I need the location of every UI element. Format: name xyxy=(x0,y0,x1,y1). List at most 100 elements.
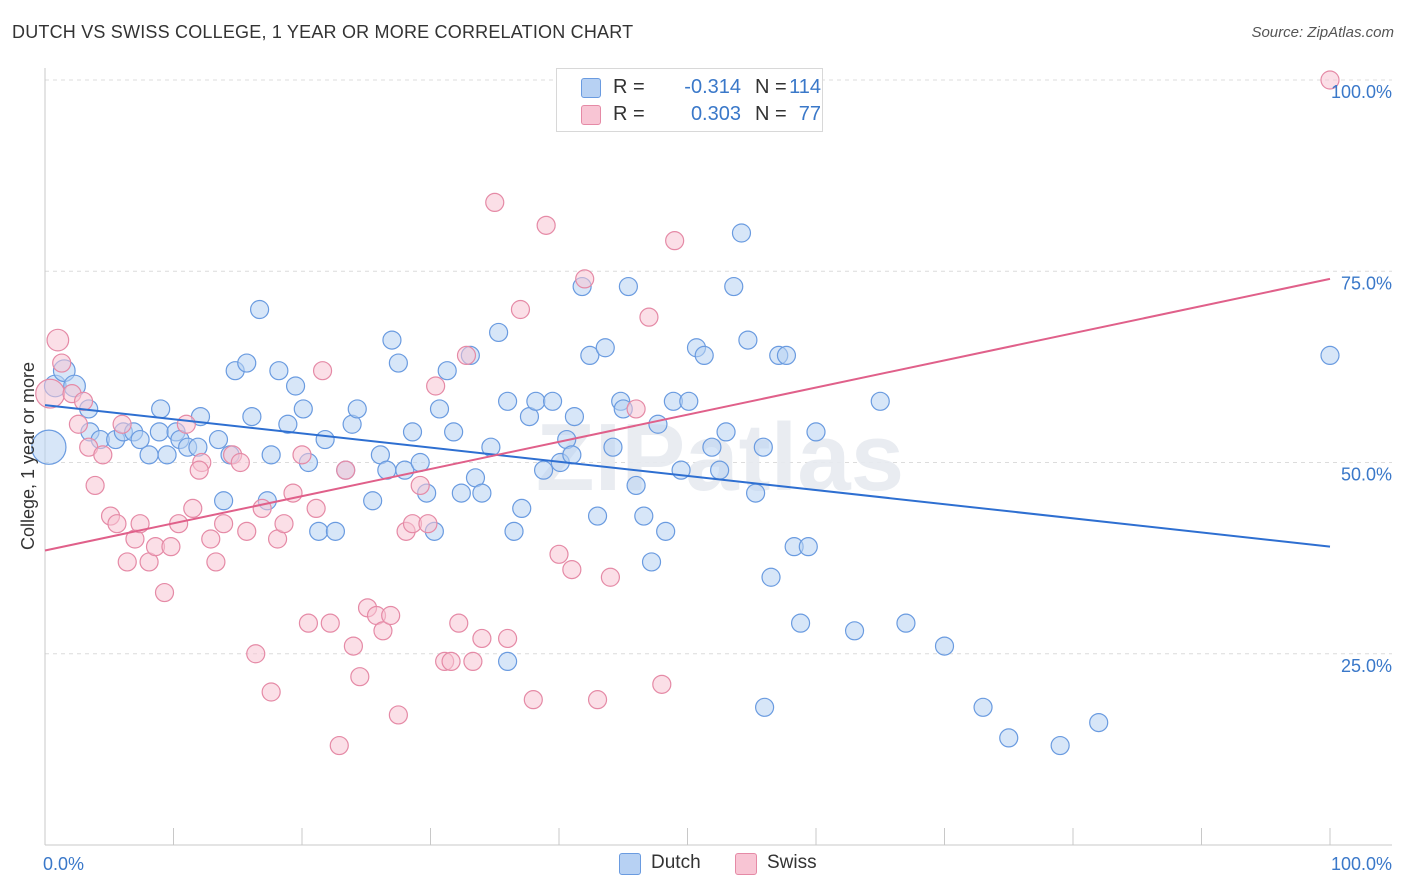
data-point-swiss xyxy=(298,613,319,633)
data-point-swiss xyxy=(510,299,531,320)
legend-n-value: 77 xyxy=(798,103,821,125)
data-point-dutch xyxy=(489,322,509,343)
legend-n-label: N = xyxy=(755,76,787,98)
data-point-swiss xyxy=(665,231,685,251)
data-point-dutch xyxy=(388,353,408,373)
data-point-swiss xyxy=(562,559,582,580)
data-point-swiss xyxy=(93,445,113,465)
data-point-dutch xyxy=(309,521,329,541)
data-point-swiss xyxy=(536,215,556,235)
data-point-swiss xyxy=(176,414,196,434)
data-point-dutch xyxy=(151,399,171,419)
data-point-dutch xyxy=(702,437,722,457)
data-point-swiss xyxy=(381,605,401,626)
x-tick-label: 100.0% xyxy=(1331,854,1392,874)
data-point-swiss xyxy=(68,414,89,434)
data-point-swiss xyxy=(292,445,312,465)
data-point-dutch xyxy=(694,345,714,365)
data-point-dutch xyxy=(587,506,608,526)
data-point-swiss xyxy=(214,514,234,534)
data-point-dutch xyxy=(325,521,346,541)
data-point-dutch xyxy=(844,621,865,641)
data-point-swiss xyxy=(463,651,483,672)
data-point-dutch xyxy=(542,391,563,411)
tick-labels: 25.0% 50.0% 75.0% 100.0% 0.0% 100.0% xyxy=(43,82,1392,874)
data-point-dutch xyxy=(472,483,492,503)
data-point-dutch xyxy=(437,361,457,381)
data-point-dutch xyxy=(249,299,270,320)
y-tick-label: 50.0% xyxy=(1341,465,1392,485)
data-point-dutch xyxy=(656,521,676,541)
legend-n-label: N = xyxy=(755,103,787,125)
data-point-dutch xyxy=(402,422,423,442)
data-point-dutch xyxy=(208,429,229,450)
data-point-swiss xyxy=(410,475,430,496)
bottom-legend-label-swiss: Swiss xyxy=(767,852,817,873)
data-point-dutch xyxy=(269,361,289,381)
data-point-swiss xyxy=(343,636,363,656)
data-point-dutch xyxy=(498,651,518,672)
data-point-dutch xyxy=(429,399,450,419)
data-point-dutch xyxy=(237,353,257,373)
data-point-swiss xyxy=(183,498,203,518)
data-point-swiss xyxy=(46,328,70,352)
data-point-dutch xyxy=(130,429,150,450)
data-point-dutch xyxy=(498,391,518,411)
watermark: ZIPatlas xyxy=(536,404,904,511)
data-point-dutch xyxy=(382,330,402,350)
bottom-legend-swatch-dutch xyxy=(619,853,641,875)
data-point-dutch xyxy=(512,498,532,518)
data-point-dutch xyxy=(761,567,781,587)
data-point-dutch xyxy=(626,475,646,496)
data-point-dutch xyxy=(595,338,615,358)
data-point-swiss xyxy=(449,613,469,633)
data-point-dutch xyxy=(641,552,662,572)
data-point-swiss xyxy=(418,514,438,534)
data-point-swiss xyxy=(587,690,608,710)
data-point-dutch xyxy=(363,491,383,511)
data-point-dutch xyxy=(679,391,699,411)
data-point-dutch xyxy=(753,437,773,457)
data-point-swiss xyxy=(426,376,446,396)
data-point-dutch xyxy=(806,422,826,442)
data-point-swiss xyxy=(237,521,257,541)
data-point-dutch xyxy=(444,422,464,442)
data-point-dutch xyxy=(754,697,775,717)
data-point-dutch xyxy=(798,537,818,557)
data-point-dutch xyxy=(564,407,585,427)
trend-lines xyxy=(44,277,1331,552)
legend-r-value: 0.303 xyxy=(690,103,741,125)
data-point-swiss xyxy=(549,544,569,564)
data-point-dutch xyxy=(746,483,766,503)
data-point-swiss xyxy=(456,345,477,365)
data-point-swiss xyxy=(306,498,326,518)
data-point-swiss xyxy=(107,514,127,534)
data-point-dutch xyxy=(1320,345,1340,365)
data-point-dutch xyxy=(870,391,890,411)
data-point-swiss xyxy=(112,414,132,434)
data-point-swiss xyxy=(73,391,94,411)
data-point-dutch xyxy=(139,445,159,465)
data-point-dutch xyxy=(710,460,730,480)
data-point-swiss xyxy=(373,621,393,641)
data-point-swiss xyxy=(575,269,595,289)
x-tick-label: 0.0% xyxy=(43,854,84,874)
data-point-dutch xyxy=(896,613,916,633)
data-point-swiss xyxy=(274,514,294,534)
data-point-dutch xyxy=(618,276,638,297)
legend-r-value: -0.314 xyxy=(684,76,741,98)
data-point-swiss xyxy=(350,667,370,687)
data-point-dutch xyxy=(716,422,736,442)
data-point-dutch xyxy=(533,460,554,480)
data-point-dutch xyxy=(1089,712,1109,733)
data-point-dutch xyxy=(1050,735,1070,756)
data-point-dutch xyxy=(31,429,67,465)
data-point-dutch xyxy=(278,414,298,434)
y-tick-label: 75.0% xyxy=(1341,273,1392,293)
watermark-text: ZIPatlas xyxy=(536,404,904,511)
y-tick-label: 100.0% xyxy=(1331,82,1392,102)
data-point-dutch xyxy=(242,407,262,427)
data-point-swiss xyxy=(388,705,408,725)
source-label: Source: ZipAtlas.com xyxy=(1251,24,1394,41)
